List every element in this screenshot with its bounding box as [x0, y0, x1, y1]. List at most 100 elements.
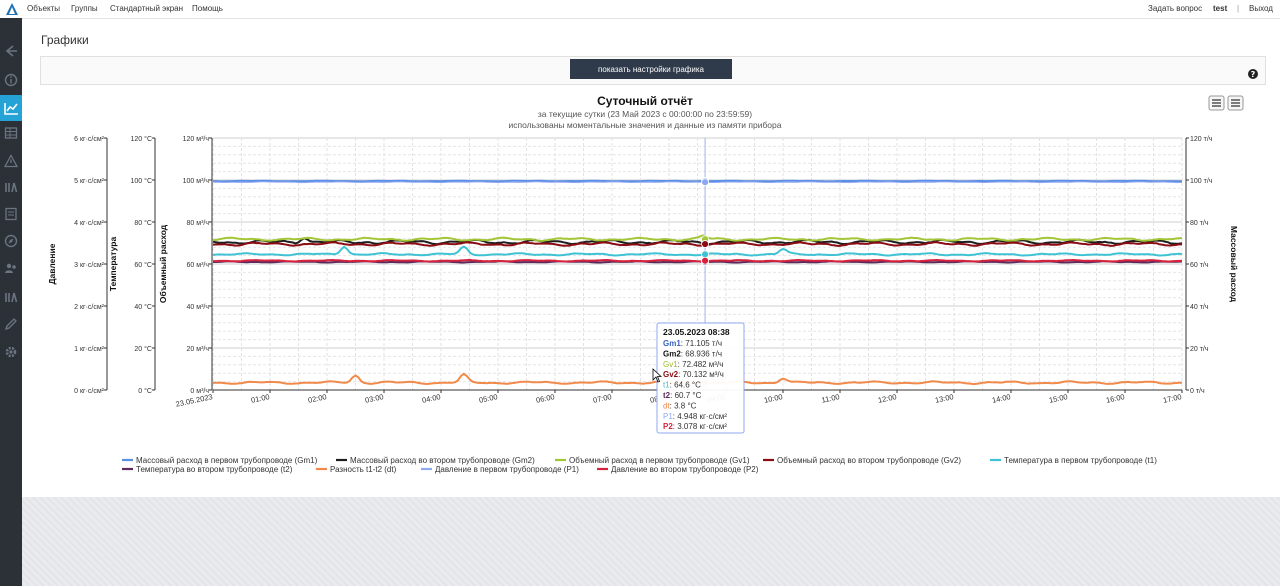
x-axis-tick-label: 13:00	[934, 392, 954, 405]
warning-icon[interactable]	[4, 154, 18, 168]
x-axis-tick-label: 17:00	[1162, 392, 1182, 405]
pressure-axis-tick-label: 0 кг·с/см²	[74, 388, 105, 395]
menu-help[interactable]: Помощь	[192, 4, 223, 13]
legend-label: Давление во втором трубопроводе (P2)	[611, 465, 759, 474]
x-axis-tick-label: 04:00	[421, 392, 441, 405]
chart-icon[interactable]	[0, 95, 22, 121]
tooltip-row-P1: P1: 4.948 кг·с/см²	[663, 412, 727, 421]
legend-item-Gm2[interactable]: Массовый расход во втором трубопроводе (…	[336, 456, 535, 465]
show-chart-settings-button[interactable]: показать настройки графика	[570, 59, 732, 79]
mass-axis-tick-label: 100 т/ч	[1190, 178, 1213, 185]
legend-item-Gv2[interactable]: Объемный расход во втором трубопроводе (…	[763, 456, 961, 465]
back-arrow-icon[interactable]	[4, 44, 18, 58]
tooltip-row-dt: dt: 3.8 °C	[663, 401, 697, 410]
series-line-t1[interactable]	[212, 245, 1183, 257]
tooltip-marker-t1	[701, 250, 709, 259]
menu-standard-screen[interactable]: Стандартный экран	[110, 4, 184, 13]
x-axis-tick-label: 10:00	[763, 392, 783, 405]
mass-axis-tick-label: 120 т/ч	[1190, 136, 1213, 143]
x-axis-tick-label: 12:00	[877, 392, 897, 405]
mass-axis-tick-label: 0 т/ч	[1190, 388, 1205, 395]
volume-axis-title: Объемный расход	[158, 224, 168, 303]
legend-item-Gv1[interactable]: Объемный расход в первом трубопроводе (G…	[555, 456, 750, 465]
series-line-Gm2[interactable]	[212, 237, 1183, 246]
series-line-Gv2[interactable]	[212, 241, 1183, 247]
legend-item-t1[interactable]: Температура в первом трубопроводе (t1)	[990, 456, 1157, 465]
volume-axis-tick-label: 0 м³/ч	[190, 388, 209, 395]
temperature-axis-tick-label: 80 °C	[134, 219, 152, 227]
pressure-axis-tick-label: 2 кг·с/см²	[74, 304, 105, 311]
table-icon[interactable]	[4, 126, 18, 140]
series-line-Gm1[interactable]	[213, 179, 1183, 183]
tooltip-marker-P1	[701, 178, 709, 187]
legend-label: Массовый расход во втором трубопроводе (…	[350, 456, 535, 465]
legend-item-P2[interactable]: Давление во втором трубопроводе (P2)	[597, 465, 759, 474]
svg-text:?: ?	[1251, 70, 1256, 79]
logo-icon[interactable]	[5, 2, 19, 16]
series-line-P1[interactable]	[212, 181, 1182, 184]
tooltip-marker-Gv2	[701, 240, 709, 248]
chart-menu-button-2[interactable]	[1227, 95, 1244, 111]
tooltip-time: 23.05.2023 08:38	[663, 327, 730, 337]
series-line-P2[interactable]	[213, 258, 1182, 263]
report-icon[interactable]	[4, 207, 18, 221]
tooltip-row-P2: P2: 3.078 кг·с/см²	[663, 422, 727, 431]
mouse-cursor-icon	[652, 368, 663, 383]
help-icon[interactable]: ?	[1248, 69, 1258, 79]
legend-label: Объемный расход во втором трубопроводе (…	[777, 456, 961, 465]
volume-axis-tick-label: 60 м³/ч	[187, 262, 210, 269]
info-icon[interactable]	[4, 73, 18, 87]
pressure-axis-tick-label: 1 кг·с/см²	[74, 346, 105, 353]
tooltip-row-t1: t1: 64.6 °C	[663, 381, 701, 390]
tooltip-marker-P2	[701, 256, 709, 265]
gear-icon[interactable]	[4, 345, 18, 359]
ask-question-link[interactable]: Задать вопрос	[1148, 4, 1203, 13]
tooltip-row-t2: t2: 60.7 °C	[663, 391, 702, 400]
chart-menu-button-1[interactable]	[1208, 95, 1225, 111]
menu-groups[interactable]: Группы	[71, 4, 98, 13]
x-axis-tick-label: 07:00	[592, 392, 612, 405]
library-icon[interactable]	[4, 180, 18, 194]
username[interactable]: test	[1213, 4, 1228, 13]
tooltip-row-Gm2: Gm2: 68.936 т/ч	[663, 349, 722, 358]
tooltip-row-Gv1: Gv1: 72.482 м³/ч	[663, 360, 723, 369]
volume-axis-tick-label: 20 м³/ч	[187, 346, 210, 353]
temperature-axis-tick-label: 100 °C	[131, 177, 152, 185]
chart-legend: Массовый расход в первом трубопроводе (G…	[122, 456, 1157, 474]
menu-separator: |	[1237, 4, 1240, 13]
daily-report-chart: Суточный отчёт за текущие сутки (23 Май …	[47, 94, 1244, 474]
logout-link[interactable]: Выход	[1249, 4, 1273, 13]
compass-icon[interactable]	[4, 234, 18, 248]
x-axis-tick-label: 03:00	[364, 392, 384, 405]
tooltip-row-Gm1: Gm1: 71.105 т/ч	[663, 339, 722, 348]
x-axis-tick-label: 16:00	[1105, 392, 1125, 405]
pressure-axis-tick-label: 6 кг·с/см²	[74, 136, 105, 143]
edit-icon[interactable]	[4, 317, 18, 331]
tooltip-row-Gv2: Gv2: 70.132 м³/ч	[663, 370, 724, 379]
legend-item-dt[interactable]: Разность t1-t2 (dt)	[316, 465, 397, 474]
chart-subtitle-source: использованы моментальные значения и дан…	[508, 120, 781, 130]
top-menu-bar: Объекты Группы Стандартный экран Помощь …	[0, 0, 1280, 19]
temperature-axis-title: Температура	[108, 237, 118, 292]
pressure-axis-tick-label: 3 кг·с/см²	[74, 262, 105, 269]
x-axis-tick-label: 11:00	[821, 392, 841, 405]
legend-item-Gm1[interactable]: Массовый расход в первом трубопроводе (G…	[122, 456, 318, 465]
legend-item-t2[interactable]: Температура во втором трубопроводе (t2)	[122, 465, 293, 474]
chart-axes: Давление Температура Объемный расход Мас…	[47, 135, 1239, 409]
menu-objects[interactable]: Объекты	[27, 4, 60, 13]
archive-icon[interactable]	[4, 290, 18, 304]
page-title: Графики	[41, 33, 89, 47]
legend-label: Температура во втором трубопроводе (t2)	[136, 465, 293, 474]
legend-item-P1[interactable]: Давление в первом трубопроводе (P1)	[421, 465, 579, 474]
users-icon[interactable]	[4, 261, 18, 275]
sidebar	[0, 18, 22, 586]
chart-series	[212, 179, 1183, 386]
volume-axis-tick-label: 40 м³/ч	[187, 304, 210, 311]
volume-axis-tick-label: 100 м³/ч	[183, 178, 210, 185]
temperature-axis-tick-label: 120 °C	[131, 135, 152, 143]
x-axis-tick-label: 15:00	[1048, 392, 1068, 405]
x-axis-tick-label: 06:00	[535, 392, 555, 405]
x-axis-tick-label: 01:00	[250, 392, 270, 405]
mass-axis-tick-label: 60 т/ч	[1190, 262, 1209, 269]
series-line-Gv1[interactable]	[212, 234, 1183, 242]
